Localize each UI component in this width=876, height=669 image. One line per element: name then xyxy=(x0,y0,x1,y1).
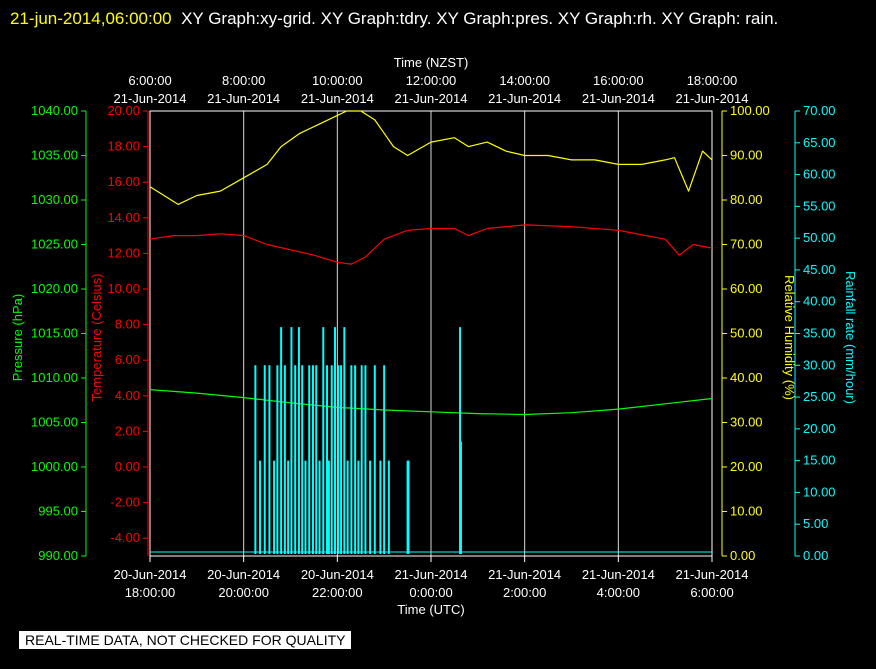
temperature-tick-label: 20.00 xyxy=(107,103,140,118)
pressure-tick-label: 1015.00 xyxy=(31,326,78,341)
top-tick-time: 16:00:00 xyxy=(593,73,644,88)
series-layer xyxy=(149,110,713,554)
pressure-tick-label: 995.00 xyxy=(38,504,78,519)
bottom-tick-date: 21-Jun-2014 xyxy=(395,567,468,582)
temperature-line xyxy=(149,224,713,265)
humidity-tick-label: 100.00 xyxy=(730,103,770,118)
header-graph-titles: XY Graph:xy-grid. XY Graph:tdry. XY Grap… xyxy=(181,9,779,28)
humidity-tick-label: 0.00 xyxy=(730,548,755,563)
rain-tick-label: 20.00 xyxy=(803,421,836,436)
top-tick-date: 21-Jun-2014 xyxy=(395,91,468,106)
axes-layer: Time (NZST) Time (UTC) 6:00:00 21-Jun-2014 8… xyxy=(10,55,858,617)
top-tick-time: 6:00:00 xyxy=(128,73,171,88)
humidity-tick-label: 90.00 xyxy=(730,148,763,163)
top-tick-date: 21-Jun-2014 xyxy=(488,91,561,106)
bottom-tick-time: 0:00:00 xyxy=(409,585,452,600)
top-tick-time: 10:00:00 xyxy=(312,73,363,88)
humidity-tick-label: 10.00 xyxy=(730,504,763,519)
top-tick-time: 8:00:00 xyxy=(222,73,265,88)
temperature-tick-label: 4.00 xyxy=(115,388,140,403)
grid-layer xyxy=(149,111,713,556)
top-tick-date: 21-Jun-2014 xyxy=(114,91,187,106)
bottom-tick-time: 18:00:00 xyxy=(125,585,176,600)
pressure-tick-label: 1005.00 xyxy=(31,415,78,430)
humidity-axis-label: Relative Humidity (%) xyxy=(782,275,797,400)
humidity-tick-label: 20.00 xyxy=(730,459,763,474)
rain-tick-label: 40.00 xyxy=(803,294,836,309)
pressure-tick-label: 990.00 xyxy=(38,548,78,563)
top-tick-date: 21-Jun-2014 xyxy=(207,91,280,106)
pressure-tick-label: 1020.00 xyxy=(31,281,78,296)
pressure-tick-label: 1010.00 xyxy=(31,370,78,385)
rain-tick-label: 70.00 xyxy=(803,103,836,118)
rain-tick-label: 30.00 xyxy=(803,357,836,372)
temperature-tick-label: 10.00 xyxy=(107,281,140,296)
temperature-axis-label: Temperature (Celsius) xyxy=(89,274,104,402)
chart-header: 21-jun-2014,06:00:00 XY Graph:xy-grid. X… xyxy=(10,3,870,34)
temperature-tick-label: -2.00 xyxy=(110,495,140,510)
rain-tick-label: 55.00 xyxy=(803,198,836,213)
top-tick-time: 12:00:00 xyxy=(406,73,457,88)
bottom-tick-date: 21-Jun-2014 xyxy=(676,567,749,582)
pressure-tick-label: 1040.00 xyxy=(31,103,78,118)
temperature-tick-label: 12.00 xyxy=(107,245,140,260)
temperature-tick-label: -4.00 xyxy=(110,530,140,545)
bottom-axis-label: Time (UTC) xyxy=(397,602,464,617)
top-axis-label: Time (NZST) xyxy=(394,55,469,70)
pressure-tick-label: 1030.00 xyxy=(31,192,78,207)
quality-disclaimer: REAL-TIME DATA, NOT CHECKED FOR QUALITY xyxy=(19,631,352,649)
bottom-tick-date: 21-Jun-2014 xyxy=(488,567,561,582)
bottom-tick-time: 20:00:00 xyxy=(218,585,269,600)
humidity-tick-label: 40.00 xyxy=(730,370,763,385)
rain-tick-label: 60.00 xyxy=(803,167,836,182)
top-tick-time: 18:00:00 xyxy=(687,73,738,88)
humidity-tick-label: 50.00 xyxy=(730,326,763,341)
top-tick-date: 21-Jun-2014 xyxy=(301,91,374,106)
temperature-tick-label: 14.00 xyxy=(107,210,140,225)
top-tick-time: 14:00:00 xyxy=(499,73,550,88)
pressure-line xyxy=(149,389,713,416)
bottom-tick-time: 22:00:00 xyxy=(312,585,363,600)
humidity-tick-label: 70.00 xyxy=(730,237,763,252)
rain-tick-label: 5.00 xyxy=(803,516,828,531)
bottom-tick-time: 4:00:00 xyxy=(597,585,640,600)
temperature-tick-label: 2.00 xyxy=(115,423,140,438)
humidity-line xyxy=(149,110,713,205)
pressure-axis-label: Pressure (hPa) xyxy=(10,294,25,381)
rain-axis-label: Rainfall rate (mm/hour) xyxy=(843,271,858,404)
top-tick-date: 21-Jun-2014 xyxy=(582,91,655,106)
rain-tick-label: 15.00 xyxy=(803,453,836,468)
rain-tick-label: 45.00 xyxy=(803,262,836,277)
humidity-tick-label: 30.00 xyxy=(730,415,763,430)
rain-tick-label: 35.00 xyxy=(803,326,836,341)
bottom-tick-time: 2:00:00 xyxy=(503,585,546,600)
rain-tick-label: 65.00 xyxy=(803,135,836,150)
bottom-tick-time: 6:00:00 xyxy=(690,585,733,600)
pressure-tick-label: 1035.00 xyxy=(31,148,78,163)
rain-tick-label: 25.00 xyxy=(803,389,836,404)
header-timestamp: 21-jun-2014,06:00:00 xyxy=(10,9,172,28)
bottom-tick-date: 20-Jun-2014 xyxy=(301,567,374,582)
temperature-tick-label: 8.00 xyxy=(115,317,140,332)
rain-tick-label: 10.00 xyxy=(803,484,836,499)
rain-tick-label: 50.00 xyxy=(803,230,836,245)
pressure-tick-label: 1000.00 xyxy=(31,459,78,474)
temperature-tick-label: 0.00 xyxy=(115,459,140,474)
bottom-tick-date: 20-Jun-2014 xyxy=(207,567,280,582)
temperature-tick-label: 16.00 xyxy=(107,174,140,189)
humidity-tick-label: 80.00 xyxy=(730,192,763,207)
humidity-tick-label: 60.00 xyxy=(730,281,763,296)
bottom-tick-date: 21-Jun-2014 xyxy=(582,567,655,582)
top-tick-date: 21-Jun-2014 xyxy=(676,91,749,106)
temperature-tick-label: 18.00 xyxy=(107,139,140,154)
bottom-tick-date: 20-Jun-2014 xyxy=(114,567,187,582)
pressure-tick-label: 1025.00 xyxy=(31,237,78,252)
temperature-tick-label: 6.00 xyxy=(115,352,140,367)
rain-tick-label: 0.00 xyxy=(803,548,828,563)
